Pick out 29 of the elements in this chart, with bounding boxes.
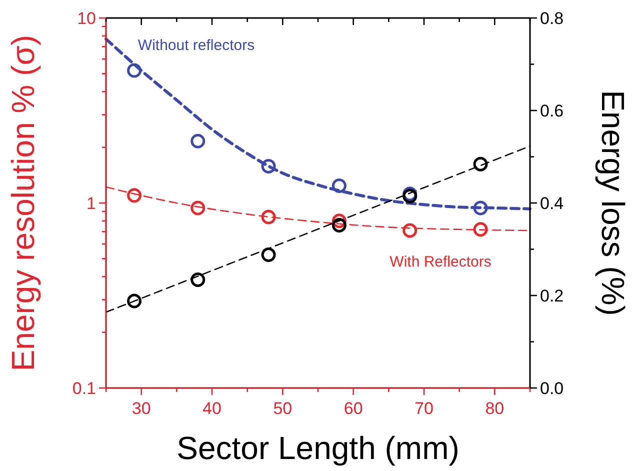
y2-tick-label: 0.6 — [540, 101, 564, 120]
point — [473, 200, 488, 216]
series-label: With Reflectors — [390, 254, 492, 271]
y-tick-label: 10 — [77, 8, 96, 28]
point — [261, 210, 276, 224]
point — [190, 134, 206, 148]
y2-tick-label: 0.8 — [540, 8, 564, 28]
x-tick-label: 30 — [132, 399, 151, 418]
y2-tick-label: 0.4 — [540, 194, 564, 213]
point — [190, 200, 206, 216]
point — [402, 223, 418, 238]
x-tick-label: 50 — [273, 399, 292, 418]
y2-tick-label: 0.2 — [540, 286, 564, 306]
x-tick-label: 70 — [414, 399, 434, 418]
x-axis-title: Sector Length (mm) — [176, 430, 460, 466]
series-label: Without reflectors — [138, 36, 255, 54]
y-axis-title: Energy resolution % (σ) — [5, 34, 41, 372]
point — [332, 178, 346, 193]
y2-tick-label: 0.0 — [540, 378, 564, 398]
point — [127, 188, 142, 203]
y-tick-label: 0.1 — [72, 378, 96, 398]
x-tick-label: 40 — [202, 399, 222, 418]
point — [127, 63, 142, 78]
x-tick-label: 60 — [344, 399, 363, 418]
point — [473, 222, 488, 237]
y2-axis-title: Energy loss (%) — [595, 90, 631, 316]
x-tick-label: 80 — [485, 399, 504, 418]
point — [261, 159, 276, 174]
y-tick-label: 1 — [86, 194, 96, 213]
